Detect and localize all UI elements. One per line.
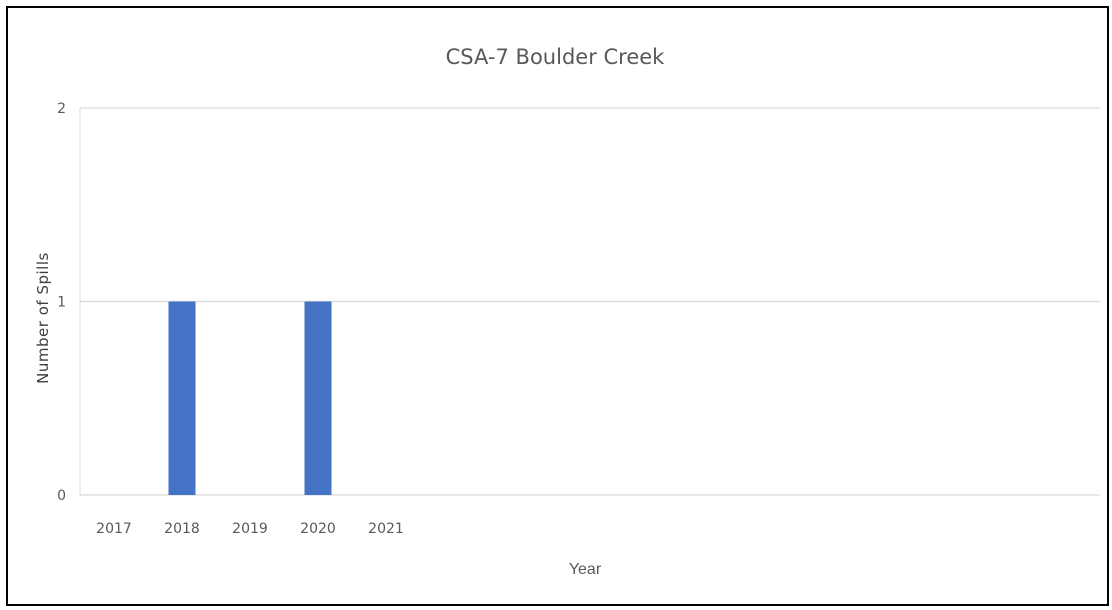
bar-2018 [168,301,196,495]
x-tick-label-2017: 2017 [96,521,132,537]
y-tick-label: 1 [57,295,66,311]
bars [168,301,332,495]
y-tick-label: 0 [57,488,66,504]
y-tick-label: 2 [57,101,66,117]
x-tick-labels: 2017 2018 2019 2020 2021 [96,521,404,537]
chart-title: CSA-7 Boulder Creek [446,45,666,69]
y-tick-labels: 0 1 2 [57,101,66,504]
y-axis-title: Number of Spills [34,252,52,384]
x-tick-label-2019: 2019 [232,521,268,537]
bar-2020 [304,301,332,495]
x-tick-label-2018: 2018 [164,521,200,537]
x-tick-label-2020: 2020 [300,521,336,537]
gridlines [79,107,1100,496]
x-axis-title: Year [569,561,602,578]
x-tick-label-2021: 2021 [368,521,404,537]
